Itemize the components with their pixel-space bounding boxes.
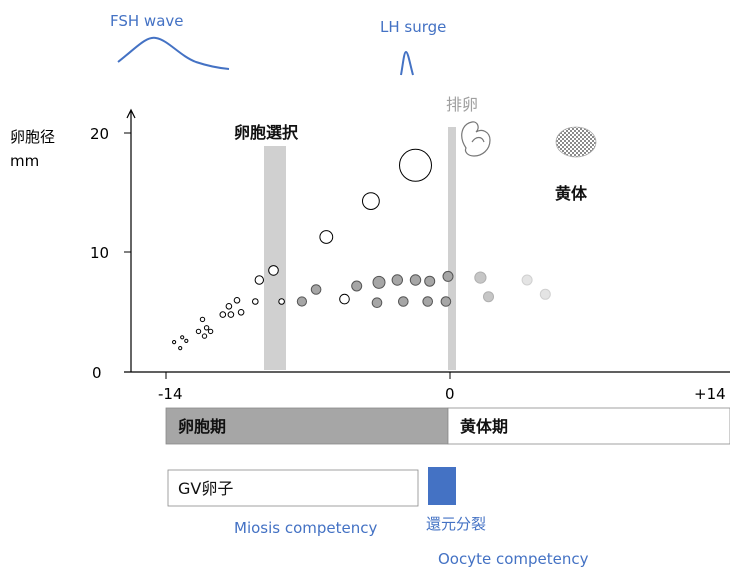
follicle-9 — [219, 311, 227, 318]
selection-label: 卵胞選択 — [234, 123, 299, 142]
x-tick-0: 0 — [445, 385, 455, 403]
follicle-6 — [201, 333, 208, 339]
meiotic-resumption-label: 還元分裂 — [426, 515, 486, 533]
fsh-wave-label: FSH wave — [110, 12, 184, 30]
follicle-36 — [521, 274, 533, 286]
ovulation-band — [448, 127, 456, 370]
follicle-8 — [207, 328, 214, 335]
corpus-luteum-icon — [555, 126, 597, 158]
follicle-10 — [227, 311, 235, 318]
follicle-19 — [310, 284, 322, 295]
follicle-16 — [268, 265, 279, 276]
follicle-24 — [371, 297, 383, 309]
follicle-30 — [424, 275, 436, 287]
oocyte-competency-label: Oocyte competency — [438, 550, 589, 568]
follicle-0 — [172, 340, 177, 345]
follicle-2 — [180, 335, 185, 340]
meiosis-competency-label: Miosis competency — [234, 519, 378, 537]
luteal-phase-bar — [447, 407, 730, 445]
lh-surge-curve — [400, 50, 414, 76]
follicle-14 — [252, 298, 259, 305]
follicle-18 — [296, 296, 307, 307]
follicle-15 — [254, 275, 264, 285]
follicle-23 — [362, 192, 380, 211]
ovulation-label: 排卵 — [446, 95, 478, 114]
follicle-13 — [237, 309, 245, 316]
fsh-wave-curve — [117, 36, 230, 70]
follicle-22 — [351, 280, 363, 292]
x-tick-minus14: -14 — [158, 385, 183, 403]
y-tick-0: 0 — [92, 364, 102, 382]
follicular-phase-bar — [165, 407, 449, 445]
follicle-28 — [409, 274, 422, 286]
x-tick-plus14: +14 — [694, 385, 726, 403]
follicle-25 — [372, 275, 386, 289]
y-axis-label: 卵胞径 — [10, 128, 55, 146]
y-axis-unit: mm — [10, 152, 39, 170]
follicle-3 — [184, 338, 189, 343]
follicle-35 — [483, 291, 494, 303]
follicle-26 — [391, 274, 403, 286]
follicle-32 — [440, 296, 452, 307]
lh-surge-label: LH surge — [380, 18, 446, 36]
follicle-37 — [539, 288, 551, 300]
follicle-21 — [339, 293, 350, 305]
follicle-5 — [199, 316, 206, 323]
follicle-11 — [225, 303, 233, 310]
y-tick-20: 20 — [90, 125, 109, 143]
follicle-34 — [474, 271, 487, 284]
gv-oocyte-label: GV卵子 — [178, 479, 233, 498]
follicle-7 — [203, 325, 210, 331]
follicle-29 — [422, 296, 434, 307]
selection-band — [264, 146, 286, 370]
corpus-luteum-label: 黄体 — [555, 184, 588, 203]
y-axis-arrow — [126, 108, 136, 119]
luteal-phase-label: 黄体期 — [460, 417, 508, 436]
follicle-12 — [233, 297, 241, 304]
follicle-17 — [278, 298, 285, 305]
meiosis-block — [428, 467, 456, 505]
follicle-points — [172, 148, 551, 351]
ruptured-follicle-icon — [461, 121, 491, 157]
follicular-phase-label: 卵胞期 — [178, 417, 226, 436]
follicle-31 — [399, 148, 432, 182]
gv-oocyte-box — [167, 469, 419, 507]
follicle-33 — [442, 270, 454, 282]
follicle-4 — [195, 328, 202, 335]
follicle-27 — [398, 296, 409, 307]
follicle-1 — [178, 346, 183, 351]
follicle-20 — [319, 230, 334, 244]
y-tick-10: 10 — [90, 244, 109, 262]
